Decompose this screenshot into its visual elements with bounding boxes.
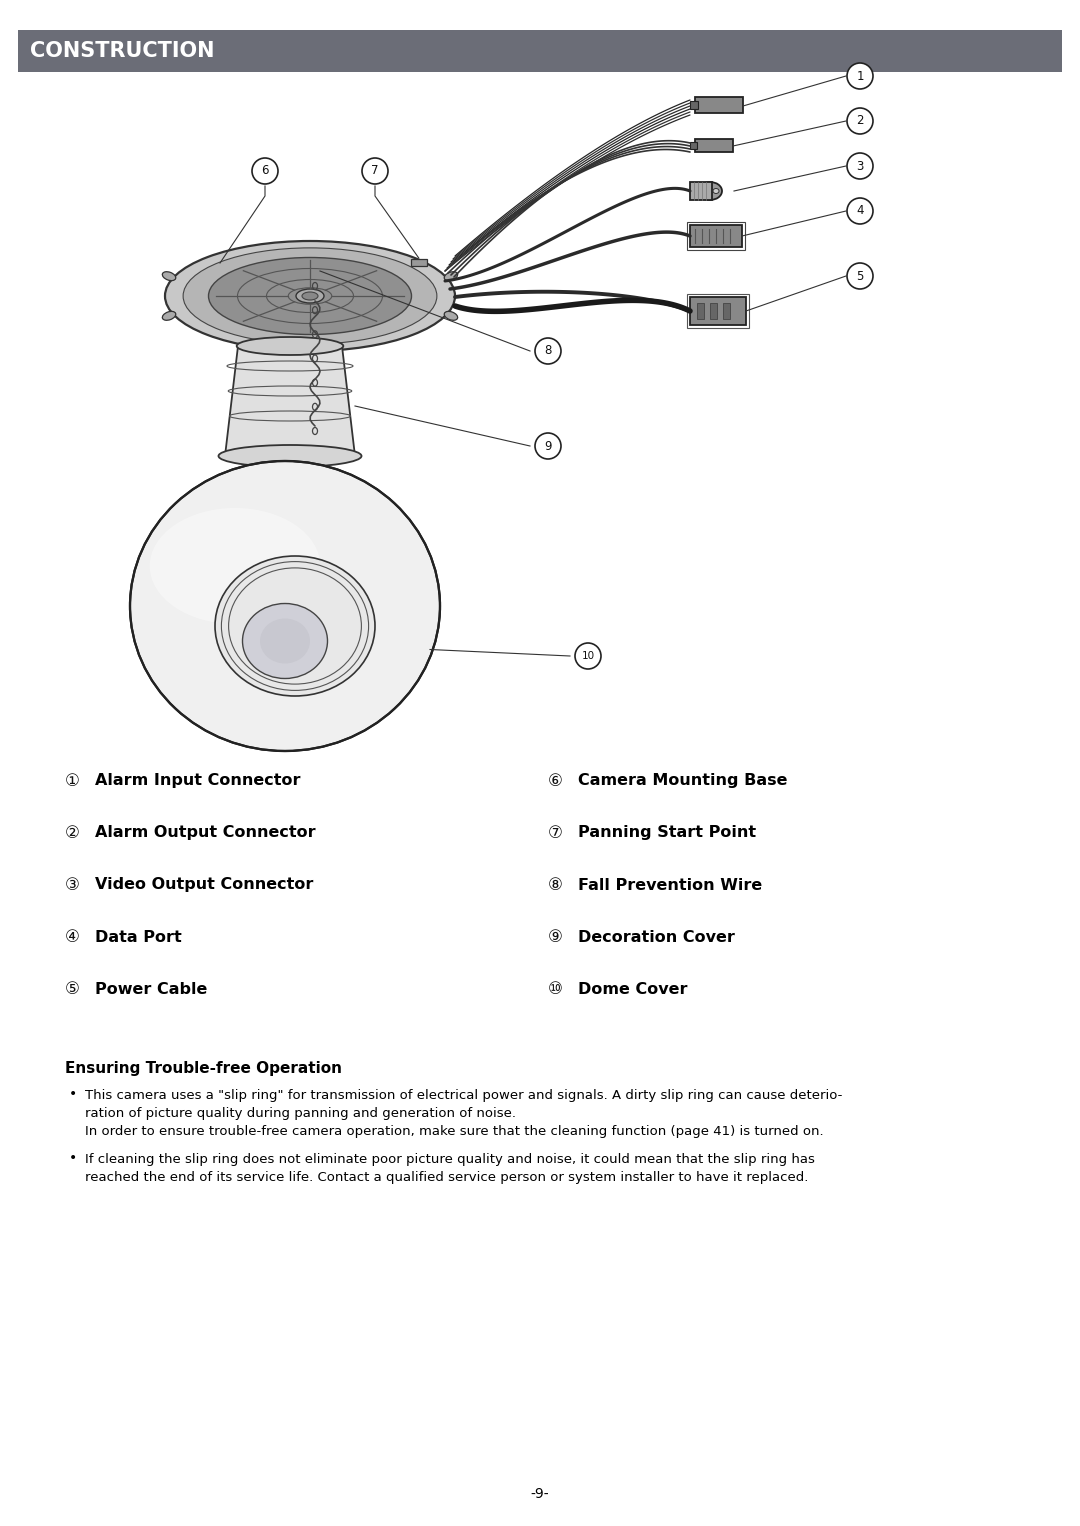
Text: ⑨: ⑨ — [548, 928, 563, 946]
Ellipse shape — [150, 508, 321, 624]
Text: In order to ensure trouble-free camera operation, make sure that the cleaning fu: In order to ensure trouble-free camera o… — [85, 1125, 824, 1138]
Text: •: • — [69, 1151, 78, 1164]
Ellipse shape — [713, 189, 719, 194]
Text: 2: 2 — [856, 114, 864, 128]
Ellipse shape — [444, 272, 458, 281]
Text: reached the end of its service life. Contact a qualified service person or syste: reached the end of its service life. Con… — [85, 1170, 808, 1184]
Circle shape — [252, 159, 278, 185]
Circle shape — [847, 198, 873, 224]
Text: Ensuring Trouble-free Operation: Ensuring Trouble-free Operation — [65, 1061, 342, 1076]
Text: ⑧: ⑧ — [548, 876, 563, 894]
Text: ⑩: ⑩ — [548, 980, 563, 998]
Text: 1: 1 — [856, 70, 864, 82]
Text: 8: 8 — [544, 345, 552, 357]
Ellipse shape — [215, 555, 375, 696]
Bar — [697, 304, 704, 319]
Ellipse shape — [237, 337, 343, 356]
Text: ④: ④ — [65, 928, 80, 946]
Text: Camera Mounting Base: Camera Mounting Base — [578, 774, 787, 789]
Text: 4: 4 — [856, 204, 864, 218]
Ellipse shape — [130, 461, 440, 751]
Text: Fall Prevention Wire: Fall Prevention Wire — [578, 877, 762, 893]
Ellipse shape — [444, 311, 458, 320]
Bar — [690, 298, 746, 325]
Bar — [690, 224, 742, 247]
Text: 5: 5 — [856, 270, 864, 282]
Text: Dome Cover: Dome Cover — [578, 981, 688, 996]
Bar — [690, 182, 712, 200]
Ellipse shape — [208, 258, 411, 334]
Text: Data Port: Data Port — [95, 929, 181, 945]
Ellipse shape — [260, 618, 310, 664]
Bar — [723, 304, 730, 319]
Bar — [687, 295, 750, 328]
Circle shape — [847, 63, 873, 89]
Bar — [687, 221, 745, 250]
Text: Alarm Output Connector: Alarm Output Connector — [95, 826, 315, 841]
Circle shape — [847, 153, 873, 179]
Text: ⑥: ⑥ — [548, 772, 563, 790]
Circle shape — [362, 159, 388, 185]
Ellipse shape — [162, 272, 176, 281]
Text: 6: 6 — [261, 165, 269, 177]
Bar — [690, 142, 697, 150]
Bar — [18, 31, 1062, 72]
Circle shape — [535, 433, 561, 459]
Text: ①: ① — [65, 772, 80, 790]
Text: ②: ② — [65, 824, 80, 842]
Text: 3: 3 — [856, 160, 864, 172]
Bar — [410, 259, 427, 266]
Text: 9: 9 — [544, 439, 552, 453]
Polygon shape — [225, 346, 355, 456]
Ellipse shape — [165, 241, 455, 351]
Text: •: • — [69, 1087, 78, 1100]
Text: ⑦: ⑦ — [548, 824, 563, 842]
Text: -9-: -9- — [530, 1486, 550, 1502]
Bar — [710, 304, 717, 319]
Text: Decoration Cover: Decoration Cover — [578, 929, 734, 945]
Text: Panning Start Point: Panning Start Point — [578, 826, 756, 841]
Text: This camera uses a "slip ring" for transmission of electrical power and signals.: This camera uses a "slip ring" for trans… — [85, 1090, 842, 1102]
Text: 10: 10 — [581, 652, 595, 661]
Text: Alarm Input Connector: Alarm Input Connector — [95, 774, 300, 789]
Text: ⑤: ⑤ — [65, 980, 80, 998]
Circle shape — [847, 262, 873, 288]
Text: Power Cable: Power Cable — [95, 981, 207, 996]
Text: Video Output Connector: Video Output Connector — [95, 877, 313, 893]
Ellipse shape — [184, 247, 437, 345]
Circle shape — [535, 337, 561, 365]
Text: ration of picture quality during panning and generation of noise.: ration of picture quality during panning… — [85, 1106, 516, 1120]
Text: If cleaning the slip ring does not eliminate poor picture quality and noise, it : If cleaning the slip ring does not elimi… — [85, 1154, 815, 1166]
Text: CONSTRUCTION: CONSTRUCTION — [30, 41, 215, 61]
Ellipse shape — [243, 603, 327, 679]
Text: 7: 7 — [372, 165, 379, 177]
Ellipse shape — [218, 446, 362, 467]
Ellipse shape — [296, 288, 324, 304]
Ellipse shape — [302, 291, 318, 301]
Circle shape — [575, 642, 600, 668]
Ellipse shape — [698, 182, 723, 200]
Bar — [696, 139, 733, 153]
Ellipse shape — [162, 311, 176, 320]
Bar — [690, 101, 698, 108]
Text: ③: ③ — [65, 876, 80, 894]
Circle shape — [847, 108, 873, 134]
Bar — [696, 98, 743, 113]
